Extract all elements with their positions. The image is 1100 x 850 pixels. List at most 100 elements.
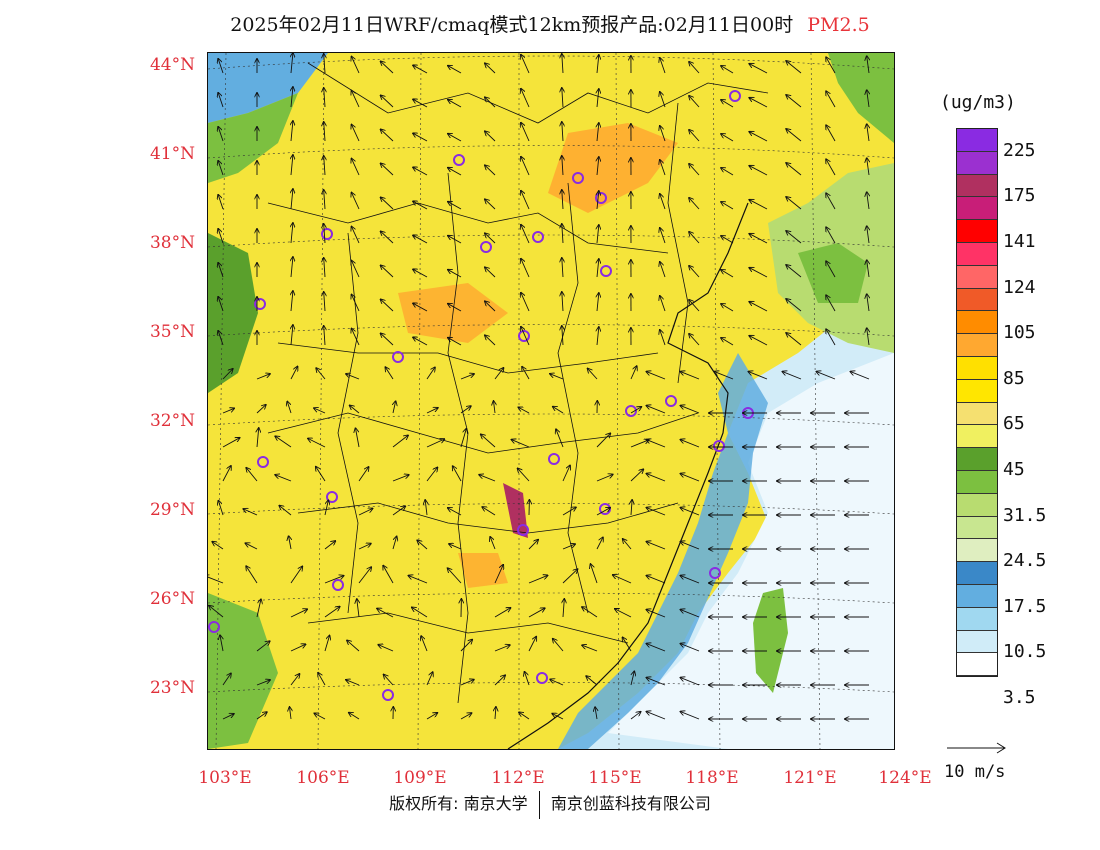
wind-arrow [748, 372, 768, 380]
wind-arrow [392, 537, 397, 550]
southwest-green [208, 593, 278, 749]
wind-arrow [689, 164, 700, 176]
wind-arrow [460, 680, 474, 686]
wind-arrow [867, 328, 869, 346]
wind-arrow [494, 565, 503, 584]
city-marker [392, 351, 404, 363]
wind-arrow [287, 402, 292, 414]
colorbar-label: 225 [1003, 139, 1036, 161]
wind-arrow [680, 474, 700, 482]
wind-arrow [290, 644, 306, 652]
copyright-text: 版权所有: 南京大学 [389, 794, 528, 813]
wind-arrow [381, 163, 394, 176]
northeast-corner-green [828, 53, 894, 143]
wind-arrow [222, 714, 234, 720]
lat-label-26: 26°N [149, 589, 195, 609]
wind-arrow [562, 224, 563, 244]
wind-arrow [646, 678, 666, 686]
wind-arrow [630, 671, 634, 686]
colorbar-swatch [957, 265, 997, 289]
wind-arrow [689, 198, 700, 210]
city-marker [332, 579, 344, 591]
wind-arrow [749, 200, 768, 210]
wind-arrow [318, 673, 326, 686]
wind-arrow [528, 637, 536, 652]
colorbar-label: 85 [1003, 367, 1025, 389]
city-marker [548, 453, 560, 465]
wind-arrow [646, 508, 666, 516]
wind-arrow [460, 406, 471, 414]
map-svg [208, 53, 894, 749]
wind-arrow [381, 231, 394, 244]
wind-arrow [588, 369, 598, 380]
wind-arrow [352, 91, 360, 108]
wind-arrow [680, 440, 700, 448]
wind-arrow [595, 707, 597, 720]
wind-arrow [867, 226, 869, 244]
wind-arrow [615, 609, 632, 618]
wind-arrow [314, 408, 326, 414]
city-marker [480, 241, 492, 253]
wind-arrow [256, 680, 270, 686]
wind-arrow [218, 195, 224, 210]
wind-arrow [562, 122, 563, 142]
wind-arrow [324, 500, 328, 516]
colorbar-label: 124 [1003, 276, 1036, 298]
city-marker [665, 395, 677, 407]
wind-arrow [714, 372, 734, 380]
wind-arrow [291, 155, 293, 176]
colorbar-swatch [957, 197, 997, 221]
wind-arrow [826, 193, 836, 210]
colorbar-label: 17.5 [1003, 595, 1047, 617]
city-marker [729, 90, 741, 102]
wind-arrow [377, 609, 394, 618]
wind-arrow [597, 55, 599, 74]
wind-arrow [660, 330, 666, 346]
wind-arrow [324, 607, 340, 618]
wind-arrow [218, 93, 224, 108]
wind-arrow [352, 227, 360, 244]
wind-arrow [413, 201, 428, 210]
wind-arrow [646, 440, 666, 448]
wind-arrow [314, 713, 326, 720]
wind-arrow [357, 599, 359, 618]
wind-arrow [660, 126, 666, 142]
wind-arrow [597, 191, 599, 210]
wind-arrow [646, 712, 666, 720]
wind-arrow [749, 166, 768, 176]
wind-arrow [631, 500, 632, 516]
city-marker [321, 228, 333, 240]
wind-arrow [563, 599, 564, 618]
wind-arrow [660, 194, 666, 210]
colorbar-swatch [957, 516, 997, 540]
wind-arrow [218, 263, 224, 278]
wind-arrow [867, 192, 869, 210]
lat-label-35: 35°N [149, 322, 195, 342]
wind-arrow [749, 302, 768, 312]
wind-arrow [218, 161, 224, 176]
wind-arrow [528, 575, 548, 584]
wind-arrow [256, 641, 270, 652]
city-marker [326, 491, 338, 503]
wind-arrow [290, 609, 307, 618]
colorbar-label: 141 [1003, 231, 1036, 252]
wind-arrow [816, 372, 836, 380]
lon-label-109: 109°E [393, 768, 447, 788]
wind-arrow [597, 225, 599, 244]
wind-arrow [660, 58, 666, 74]
wind-arrow [209, 606, 224, 618]
wind-arrow [786, 129, 802, 142]
wind-arrow [485, 199, 496, 210]
wind-arrow [721, 236, 734, 244]
wind-arrow [218, 297, 224, 312]
wind-arrow [385, 367, 394, 380]
wind-arrow [291, 53, 293, 74]
wind-arrow [485, 97, 496, 108]
lon-label-103: 103°E [198, 768, 252, 788]
wind-arrow [562, 466, 570, 482]
wind-arrow [646, 644, 666, 652]
wind-arrow [867, 56, 869, 74]
wind-arrow [290, 707, 292, 720]
wind-arrow [562, 292, 563, 312]
wind-arrow [591, 564, 598, 584]
